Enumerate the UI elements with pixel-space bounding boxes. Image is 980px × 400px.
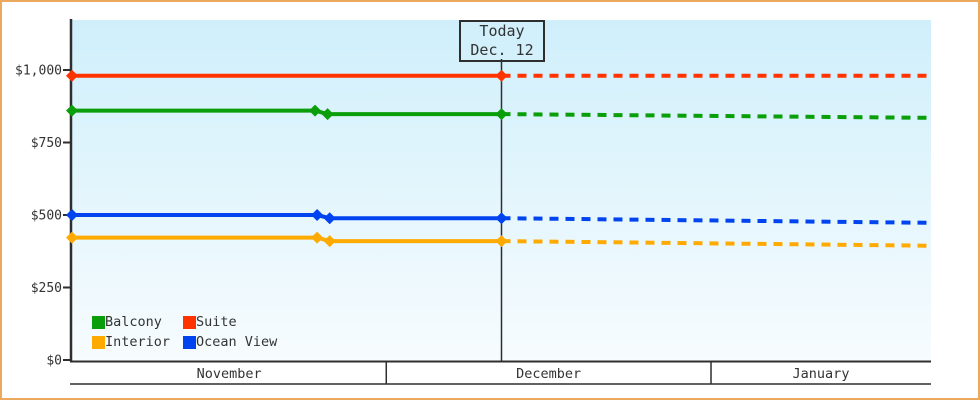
- series-ocean-view-forecast-line: [501, 216, 932, 225]
- y-tick-label: $0: [46, 354, 62, 369]
- series-interior-marker: [311, 231, 324, 244]
- series-balcony-marker: [66, 104, 78, 117]
- series-balcony-marker: [309, 104, 322, 117]
- series-interior-marker: [66, 231, 78, 244]
- y-tick-label: $750: [31, 136, 62, 151]
- series-balcony-marker: [495, 108, 508, 121]
- series-balcony-forecast-line: [501, 112, 932, 120]
- interior-color-swatch-icon: [92, 335, 105, 349]
- series-balcony-marker: [321, 108, 334, 121]
- series-ocean-view-marker: [311, 209, 324, 221]
- legend-label: Suite: [196, 314, 237, 330]
- legend-item-ocean-view: Ocean View: [183, 334, 277, 350]
- series-suite-marker: [495, 69, 508, 82]
- series-interior-marker: [323, 235, 336, 248]
- legend-item-suite: Suite: [183, 314, 237, 330]
- today-label: Today: [479, 22, 525, 40]
- y-tick-label: $250: [31, 281, 62, 296]
- suite-color-swatch-icon: [183, 315, 196, 329]
- legend-item-interior: Interior: [92, 334, 183, 350]
- series-interior-forecast-line: [501, 239, 932, 248]
- y-tick-label: $500: [31, 209, 62, 224]
- series-ocean-view-price-line: [72, 213, 502, 221]
- series-interior-marker: [495, 235, 508, 248]
- series-ocean-view-marker: [66, 209, 78, 221]
- series-balcony-price-line: [72, 108, 502, 117]
- today-date: Dec. 12: [470, 41, 534, 59]
- month-label-november: November: [197, 366, 262, 382]
- today-marker-box: Today Dec. 12: [459, 20, 545, 62]
- month-label-january: January: [793, 366, 850, 382]
- ocean-view-color-swatch-icon: [183, 335, 196, 349]
- series-suite-marker: [66, 69, 78, 82]
- legend-label: Ocean View: [196, 334, 278, 350]
- y-tick-label: $1,000: [15, 64, 62, 79]
- month-label-december: December: [516, 366, 581, 382]
- legend-row: Interior Ocean View: [92, 332, 277, 352]
- series-ocean-view-marker: [495, 212, 508, 225]
- legend-row: Balcony Suite: [92, 312, 277, 332]
- balcony-color-swatch-icon: [92, 315, 105, 329]
- legend-label: Interior: [105, 334, 171, 350]
- legend-item-balcony: Balcony: [92, 314, 183, 330]
- legend-label: Balcony: [105, 314, 162, 330]
- series-interior-price-line: [72, 235, 502, 244]
- legend: Balcony Suite Interior Ocean View: [92, 312, 277, 352]
- series-ocean-view-marker: [323, 212, 336, 225]
